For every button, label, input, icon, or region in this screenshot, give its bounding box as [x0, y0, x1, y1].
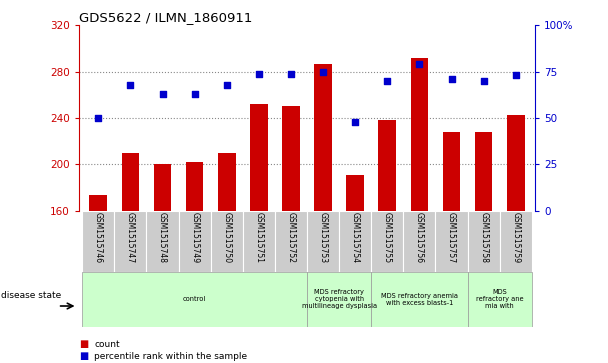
Point	[254, 71, 264, 77]
Bar	[371, 272, 468, 327]
Bar	[218, 153, 235, 211]
Bar	[507, 114, 525, 211]
Bar	[82, 272, 307, 327]
Text: percentile rank within the sample: percentile rank within the sample	[94, 352, 247, 361]
Bar	[339, 211, 371, 272]
Point	[511, 73, 520, 78]
Bar	[114, 211, 147, 272]
Text: GDS5622 / ILMN_1860911: GDS5622 / ILMN_1860911	[79, 11, 252, 24]
Text: GSM1515755: GSM1515755	[383, 212, 392, 264]
Bar	[211, 211, 243, 272]
Bar	[250, 104, 268, 211]
Bar	[186, 162, 204, 211]
Point	[126, 82, 136, 87]
Text: GSM1515756: GSM1515756	[415, 212, 424, 264]
Text: GSM1515749: GSM1515749	[190, 212, 199, 264]
Text: count: count	[94, 340, 120, 348]
Text: control: control	[183, 297, 206, 302]
Text: GSM1515757: GSM1515757	[447, 212, 456, 264]
Bar	[275, 211, 307, 272]
Point	[415, 61, 424, 67]
Bar	[243, 211, 275, 272]
Text: disease state: disease state	[1, 291, 61, 300]
Bar	[468, 272, 532, 327]
Point	[478, 78, 488, 84]
Bar	[89, 196, 107, 211]
Point	[94, 115, 103, 121]
Text: GSM1515758: GSM1515758	[479, 212, 488, 264]
Point	[350, 119, 360, 125]
Bar	[475, 132, 492, 211]
Text: GSM1515746: GSM1515746	[94, 212, 103, 264]
Bar	[379, 120, 396, 211]
Bar	[307, 211, 339, 272]
Bar	[468, 211, 500, 272]
Bar	[443, 132, 460, 211]
Point	[318, 69, 328, 75]
Bar	[307, 272, 371, 327]
Bar	[154, 164, 171, 211]
Point	[286, 71, 296, 77]
Bar	[179, 211, 211, 272]
Bar	[82, 211, 114, 272]
Bar	[371, 211, 403, 272]
Bar	[282, 106, 300, 211]
Bar	[410, 58, 428, 211]
Text: ■: ■	[79, 351, 88, 362]
Bar	[403, 211, 435, 272]
Text: GSM1515754: GSM1515754	[351, 212, 360, 264]
Bar	[435, 211, 468, 272]
Text: MDS refractory
cytopenia with
multilineage dysplasia: MDS refractory cytopenia with multilinea…	[302, 289, 377, 310]
Text: GSM1515750: GSM1515750	[223, 212, 231, 264]
Bar	[347, 175, 364, 211]
Bar	[147, 211, 179, 272]
Text: MDS refractory anemia
with excess blasts-1: MDS refractory anemia with excess blasts…	[381, 293, 458, 306]
Bar	[314, 64, 332, 211]
Point	[222, 82, 232, 87]
Text: GSM1515748: GSM1515748	[158, 212, 167, 264]
Point	[190, 91, 199, 97]
Text: GSM1515759: GSM1515759	[511, 212, 520, 264]
Text: GSM1515753: GSM1515753	[319, 212, 328, 264]
Text: MDS
refractory ane
mia with: MDS refractory ane mia with	[476, 289, 523, 310]
Text: GSM1515752: GSM1515752	[286, 212, 295, 264]
Point	[382, 78, 392, 84]
Point	[157, 91, 167, 97]
Bar	[122, 153, 139, 211]
Text: ■: ■	[79, 339, 88, 349]
Point	[447, 76, 457, 82]
Text: GSM1515751: GSM1515751	[254, 212, 263, 264]
Text: GSM1515747: GSM1515747	[126, 212, 135, 264]
Bar	[500, 211, 532, 272]
